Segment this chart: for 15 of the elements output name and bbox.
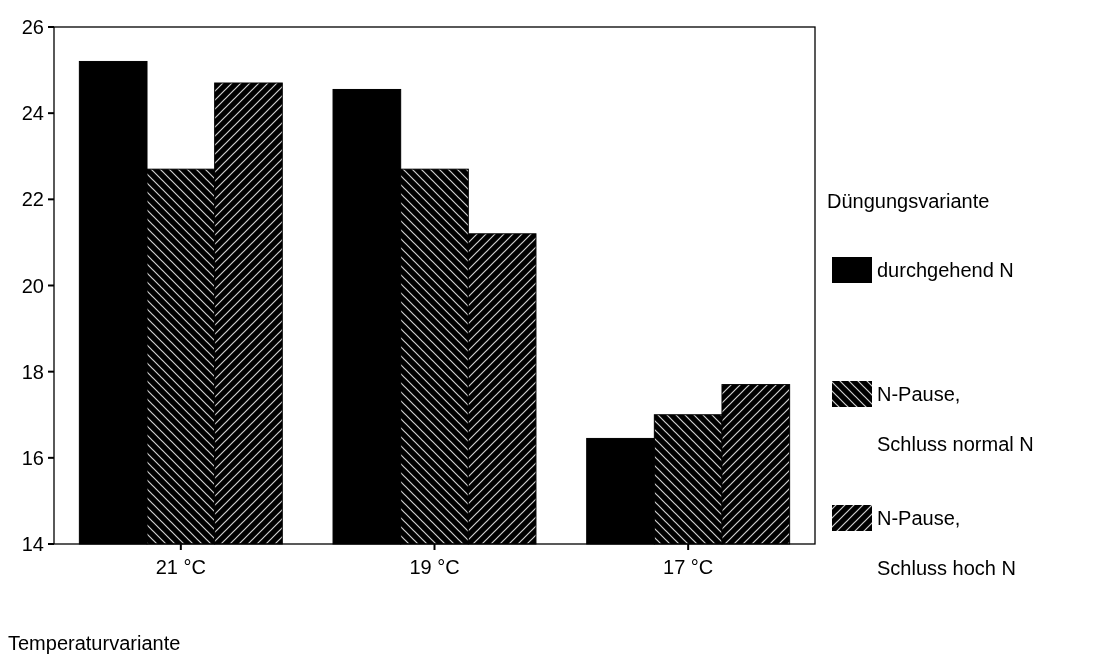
y-tick-label: 14 bbox=[21, 533, 44, 555]
x-tick-label: 19 °C bbox=[409, 556, 460, 578]
x-axis-title: Temperaturvariante bbox=[8, 632, 181, 654]
text: N-Pause, Schluss hoch N bbox=[877, 507, 1016, 579]
y-tick-label: 18 bbox=[21, 360, 44, 383]
text: N-Pause, Schluss normal N bbox=[877, 383, 1034, 455]
legend-title: Düngungsvariante bbox=[827, 190, 990, 212]
y-tick-label: 22 bbox=[21, 188, 44, 211]
x-tick-label: 17 °C bbox=[663, 556, 714, 578]
x-tick-label: 21 °C bbox=[155, 556, 206, 578]
y-tick-label: 26 bbox=[21, 16, 44, 38]
y-tick-label: 16 bbox=[21, 446, 44, 469]
legend-label: durchgehend N bbox=[877, 259, 1014, 281]
y-tick-label: 20 bbox=[21, 274, 44, 297]
y-tick-label: 24 bbox=[21, 102, 44, 125]
